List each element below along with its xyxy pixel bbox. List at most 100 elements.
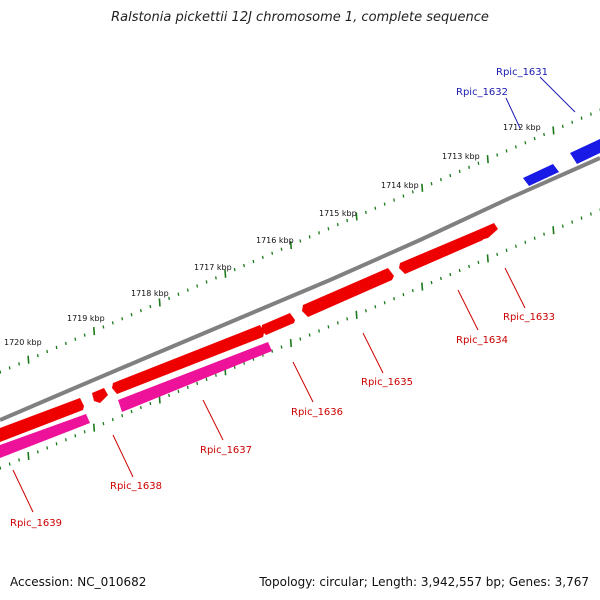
outer-tick <box>505 149 508 153</box>
inner-tick <box>393 297 395 301</box>
scale-label: 1718 kbp <box>131 289 169 298</box>
outer-tick <box>130 313 133 317</box>
inner-tick <box>439 276 442 281</box>
gene-arrow-rpic-1633[interactable] <box>478 223 498 240</box>
outer-tick <box>0 370 2 374</box>
outer-tick <box>439 177 442 182</box>
inner-tick <box>308 333 311 337</box>
inner-tick <box>402 293 405 297</box>
leader-rpic-1635 <box>362 332 384 374</box>
outer-tick <box>205 280 208 284</box>
outer-tick <box>552 126 555 135</box>
gene-arrow-rpic-1638[interactable] <box>92 388 108 403</box>
outer-tick-track <box>0 108 600 374</box>
outer-tick <box>477 161 480 165</box>
outer-tick <box>355 212 358 221</box>
inner-tick <box>346 317 349 321</box>
outer-tick <box>589 112 592 116</box>
inner-tick <box>158 395 161 404</box>
inner-tick <box>318 329 320 333</box>
outer-tick <box>280 247 283 251</box>
outer-tick <box>364 210 367 214</box>
inner-tick <box>533 236 536 240</box>
inner-tick <box>289 338 293 348</box>
inner-tick <box>589 212 592 216</box>
gene-arrow-rpic-1637-rna[interactable] <box>118 342 272 412</box>
outer-tick <box>224 269 227 278</box>
gene-label-rpic-1637[interactable]: Rpic_1637 <box>200 445 252 456</box>
scale-labels: 1712 kbp 1713 kbp 1714 kbp 1715 kbp 1716 kbp… <box>4 123 541 347</box>
outer-tick <box>289 241 293 250</box>
scale-label: 1719 kbp <box>67 314 105 323</box>
outer-tick <box>158 298 161 307</box>
outer-tick <box>346 218 349 223</box>
accession-label: Accession: NC_010682 <box>10 575 147 589</box>
inner-tick <box>580 216 583 220</box>
inner-tick <box>168 393 170 398</box>
inner-tick <box>468 264 470 269</box>
inner-tick <box>458 268 461 273</box>
inner-tick <box>364 309 367 313</box>
leader-rpic-1632 <box>505 97 521 129</box>
topology-summary: Topology: circular; Length: 3,942,557 bp… <box>259 575 589 589</box>
inner-tick <box>355 310 358 319</box>
inner-tick <box>477 260 480 265</box>
inner-tick <box>83 430 86 434</box>
outer-tick <box>177 292 180 296</box>
map-title: Ralstonia pickettii 12J chromosome 1, co… <box>111 10 489 25</box>
inner-tick <box>496 252 499 256</box>
gene-label-rpic-1638[interactable]: Rpic_1638 <box>110 481 162 492</box>
gene-arrow-rpic-1637[interactable] <box>112 325 264 394</box>
leader-rpic-1636 <box>292 361 314 403</box>
outer-tick <box>149 304 152 309</box>
inner-tick <box>430 280 433 285</box>
outer-tick <box>111 321 114 325</box>
gene-label-rpic-1634[interactable]: Rpic_1634 <box>456 335 508 346</box>
gene-label-rpic-1636[interactable]: Rpic_1636 <box>291 407 343 418</box>
gene-label-rpic-1633[interactable]: Rpic_1633 <box>503 312 555 323</box>
outer-tick <box>561 124 564 129</box>
outer-tick <box>46 349 49 354</box>
outer-tick <box>533 137 536 141</box>
outer-tick <box>543 132 545 137</box>
gene-arrow-rpic-1634[interactable] <box>399 230 484 274</box>
gene-arrow-rpic-1632[interactable] <box>523 164 559 186</box>
inner-tick <box>571 220 574 224</box>
gene-label-rpic-1639[interactable]: Rpic_1639 <box>10 518 62 529</box>
gene-arrow-rpic-1635[interactable] <box>302 268 394 317</box>
inner-tick <box>27 451 30 460</box>
inner-tick <box>514 244 517 248</box>
inner-tick <box>205 377 208 381</box>
gene-arrow-rpic-1639[interactable] <box>0 398 84 442</box>
outer-tick <box>318 231 320 235</box>
gene-arrow-rpic-1636[interactable] <box>261 313 295 335</box>
gene-arrow-rpic-1639-rna[interactable] <box>0 414 90 458</box>
outer-tick <box>214 276 217 280</box>
inner-tick <box>299 337 302 341</box>
scale-label: 1713 kbp <box>442 152 480 161</box>
outer-tick <box>27 355 30 364</box>
gene-label-rpic-1635[interactable]: Rpic_1635 <box>361 377 413 388</box>
outer-tick <box>327 227 330 231</box>
outer-tick <box>186 288 189 292</box>
outer-tick <box>421 183 424 192</box>
outer-tick <box>121 317 124 321</box>
outer-tick <box>514 145 517 149</box>
inner-tick <box>74 434 77 438</box>
inner-tick <box>552 226 555 235</box>
outer-tick <box>64 341 67 345</box>
gene-label-rpic-1631[interactable]: Rpic_1631 <box>496 67 548 78</box>
gene-label-rpic-1632[interactable]: Rpic_1632 <box>456 87 508 98</box>
leader-rpic-1634 <box>457 289 479 331</box>
outer-tick <box>524 141 527 145</box>
leader-rpic-1639 <box>12 469 34 513</box>
inner-tick <box>149 401 152 406</box>
inner-tick <box>92 423 96 432</box>
inner-tick <box>186 385 189 390</box>
inner-tick <box>139 405 142 410</box>
gene-arrow-rpic-1631[interactable] <box>570 139 600 164</box>
inner-tick <box>383 301 386 305</box>
inner-tick <box>0 466 2 470</box>
outer-tick <box>36 353 39 358</box>
inner-tick <box>8 462 11 466</box>
